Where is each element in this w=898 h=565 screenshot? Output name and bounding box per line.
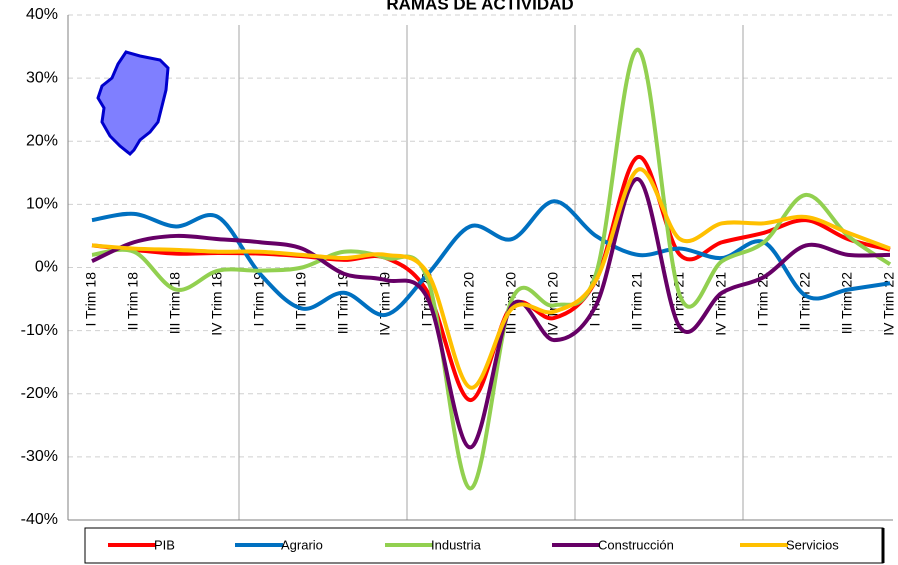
- x-tick-label: IV Trim 19: [377, 272, 393, 336]
- x-tick-label: II Trim 21: [629, 272, 645, 331]
- y-tick-label: 0%: [35, 259, 58, 276]
- x-tick-label: I Trim 18: [83, 272, 99, 327]
- y-tick-label: 10%: [26, 196, 58, 213]
- x-tick-label: I Trim 19: [251, 272, 267, 327]
- series-line: [91, 47, 892, 491]
- legend-label: Servicios: [786, 537, 839, 552]
- legend-label: Construcción: [598, 537, 674, 552]
- x-tick-label: II Trim 18: [125, 272, 141, 331]
- x-tick-label: III Trim 18: [167, 272, 183, 334]
- grid: [67, 14, 893, 521]
- y-tick-label: -40%: [21, 511, 58, 528]
- y-tick-label: -20%: [21, 385, 58, 402]
- x-tick-label: II Trim 22: [797, 272, 813, 331]
- x-tick-label: III Trim 19: [335, 272, 351, 334]
- region-map-icon: [96, 50, 170, 157]
- legend-label: Agrario: [281, 537, 323, 552]
- x-tick-label: IV Trim 22: [881, 272, 897, 336]
- y-tick-label: -10%: [21, 322, 58, 339]
- series-line: [91, 167, 891, 390]
- y-tick-label: -30%: [21, 448, 58, 465]
- y-tick-label: 30%: [26, 69, 58, 86]
- x-tick-label: II Trim 20: [461, 272, 477, 331]
- chart-title: RAMAS DE ACTIVIDAD: [386, 0, 573, 13]
- x-tick-label: III Trim 22: [839, 272, 855, 334]
- legend-label: Industria: [431, 537, 482, 552]
- x-tick-label: IV Trim 21: [713, 272, 729, 336]
- x-tick-label: IV Trim 18: [209, 272, 225, 336]
- y-tick-label: 40%: [26, 6, 58, 23]
- x-tick-label: I Trim 22: [755, 272, 771, 327]
- x-tick-label: II Trim 19: [293, 272, 309, 331]
- legend-label: PIB: [154, 537, 175, 552]
- y-tick-label: 20%: [26, 132, 58, 149]
